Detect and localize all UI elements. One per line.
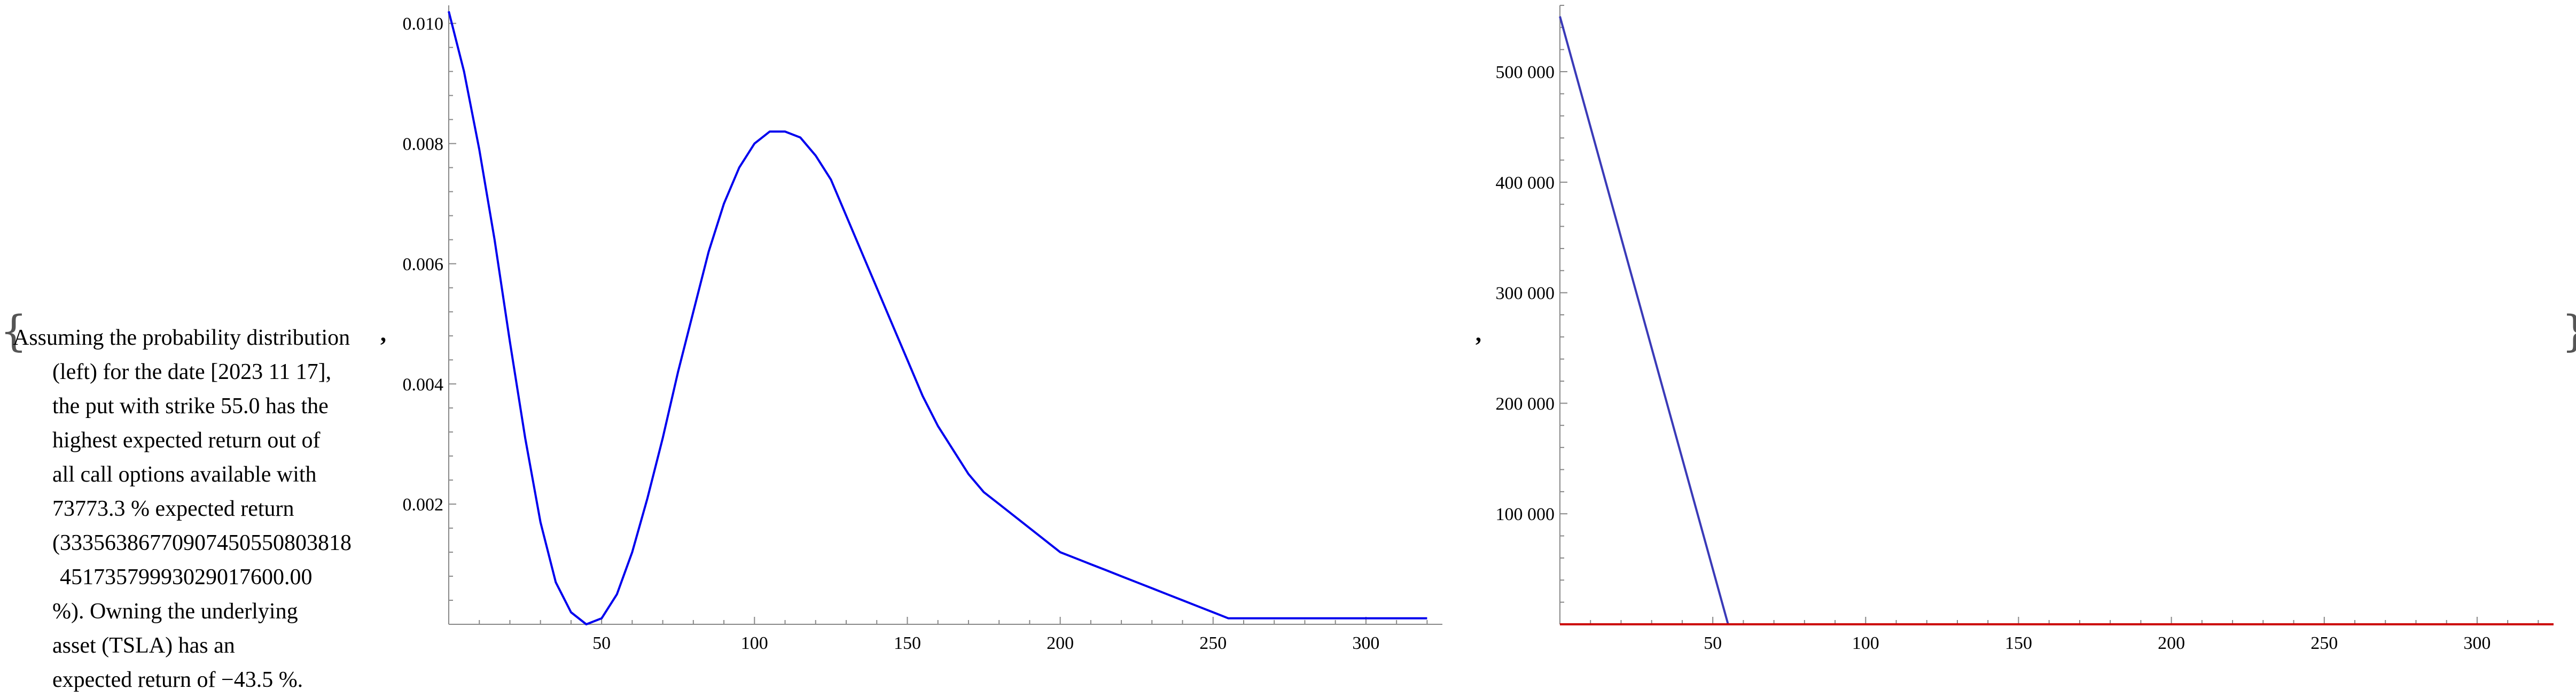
option-return-chart: 50 100 150 200 250 300 100 000 200 000 300 000 40… [1496, 5, 2554, 653]
note-line: Assuming the probability distribution [13, 326, 350, 350]
note-line: 45173579993029017600.00 [60, 565, 313, 590]
open-brace: { [0, 306, 27, 356]
series-line-1 [448, 11, 1427, 625]
x-tick-label: 50 [1704, 633, 1722, 653]
note-line: (33356386770907450550803818 [52, 531, 352, 555]
note-line: 73773.3 % expected return [52, 497, 294, 521]
x-tick-label: 250 [1199, 633, 1227, 653]
note-line: asset (TSLA) has an [52, 633, 235, 658]
x-tick-label: 150 [2005, 633, 2032, 653]
y-tick-label: 0.002 [403, 495, 444, 515]
x-tick-label: 300 [2463, 633, 2491, 653]
x-tick-label: 200 [1047, 633, 1074, 653]
y-tick-label: 400 000 [1496, 173, 1555, 193]
y-tick-label: 300 000 [1496, 284, 1555, 304]
result-note: Assuming the probability distribution (l… [13, 321, 387, 697]
x-tick-label: 50 [592, 633, 611, 653]
note-line: (left) for the date [2023 11 17], [52, 360, 332, 384]
x-tick-label: 100 [1852, 633, 1879, 653]
x-tick-label: 200 [2158, 633, 2185, 653]
probability-distribution-chart: 50 100 150 200 250 300 0.002 0.004 0.006 0.008 0.0… [403, 5, 1442, 653]
x-tick-label: 300 [1352, 633, 1379, 653]
y-tick-label: 200 000 [1496, 394, 1555, 414]
list-comma: , [1476, 320, 1481, 346]
y-tick-label: 100 000 [1496, 505, 1555, 524]
list-comma: , [380, 320, 386, 346]
note-line: all call options available with [52, 462, 317, 487]
y-tick-label: 500 000 [1496, 63, 1555, 82]
y-tick-label: 0.010 [403, 14, 444, 34]
x-tick-label: 150 [894, 633, 921, 653]
note-line: the put with strike 55.0 has the [52, 394, 329, 419]
close-brace: } [2562, 310, 2576, 353]
note-line: highest expected return out of [52, 428, 321, 453]
series-line-1 [1559, 16, 2554, 625]
y-tick-label: 0.006 [403, 254, 444, 274]
note-line: %). Owning the underlying [52, 599, 298, 624]
y-tick-label: 0.004 [403, 375, 444, 394]
note-line: expected return of −43.5 %. [52, 668, 303, 692]
y-tick-label: 0.008 [403, 135, 444, 154]
x-tick-label: 100 [741, 633, 768, 653]
x-tick-label: 250 [2310, 633, 2338, 653]
